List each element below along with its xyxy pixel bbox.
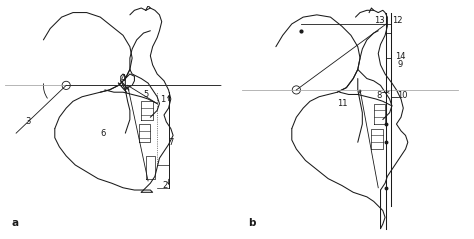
Text: 7: 7 (169, 138, 174, 147)
Text: 5: 5 (144, 90, 149, 99)
Text: 9: 9 (398, 60, 403, 69)
Text: a: a (11, 218, 18, 228)
Text: 14: 14 (395, 52, 406, 61)
Text: 11: 11 (337, 99, 348, 108)
Text: 3: 3 (25, 117, 30, 126)
Text: 6: 6 (100, 129, 105, 138)
Text: 8: 8 (376, 91, 382, 100)
Text: b: b (248, 218, 256, 228)
Text: 2: 2 (163, 181, 168, 190)
Text: 1: 1 (161, 94, 166, 103)
Text: 4: 4 (121, 74, 126, 83)
Text: 12: 12 (392, 16, 402, 25)
Text: 13: 13 (374, 16, 384, 25)
Text: 10: 10 (398, 91, 408, 100)
